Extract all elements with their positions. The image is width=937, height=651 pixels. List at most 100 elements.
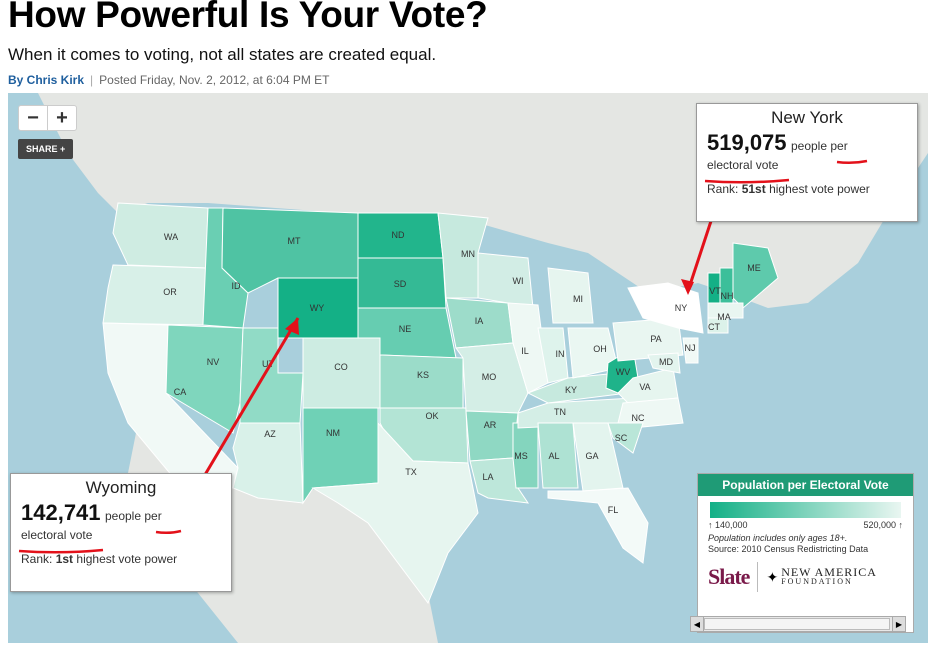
state-label-tx: TX xyxy=(405,467,417,477)
scroll-thumb[interactable] xyxy=(704,618,890,630)
tooltip-unit: people per xyxy=(790,139,848,153)
state-label-ar: AR xyxy=(484,420,497,430)
state-ma[interactable] xyxy=(707,302,744,319)
state-label-nv: NV xyxy=(207,357,220,367)
state-label-ms: MS xyxy=(514,451,528,461)
state-wa[interactable] xyxy=(112,202,209,269)
state-label-me: ME xyxy=(747,263,761,273)
tooltip-value: 519,075 xyxy=(707,130,787,155)
rank-label: Rank: xyxy=(707,182,739,196)
tooltip-state-name: Wyoming xyxy=(85,478,157,497)
state-label-ma: MA xyxy=(717,312,731,322)
author-link[interactable]: By Chris Kirk xyxy=(8,73,85,87)
map-container[interactable]: WA OR CA ID NV UT AZ MT WY CO NM ND SD NE KS OK TX MN IA MO… xyxy=(8,93,928,643)
zoom-controls: − + xyxy=(18,105,77,131)
state-label-nm: NM xyxy=(326,428,340,438)
state-label-al: AL xyxy=(548,451,559,461)
rank-text: highest vote power xyxy=(769,182,870,196)
slate-logo[interactable]: Slate xyxy=(708,564,750,589)
state-me[interactable] xyxy=(732,242,779,309)
legend-source: Source: 2010 Census Redistricting Data xyxy=(708,544,869,554)
state-fl[interactable] xyxy=(547,487,649,564)
arrowhead-new-york xyxy=(681,279,694,295)
state-wi[interactable] xyxy=(477,252,534,309)
state-label-mt: MT xyxy=(288,236,301,246)
state-ar[interactable] xyxy=(465,410,519,462)
zoom-in-button[interactable]: + xyxy=(47,106,76,130)
legend-panel: Population per Electoral Vote ↑ 140,000 … xyxy=(697,473,914,633)
state-label-fl: FL xyxy=(608,505,619,515)
state-label-ok: OK xyxy=(425,411,438,421)
state-nj[interactable] xyxy=(682,337,699,364)
byline: By Chris Kirk | Posted Friday, Nov. 2, 201… xyxy=(8,73,330,87)
state-label-wa: WA xyxy=(164,232,178,242)
state-label-ny: NY xyxy=(675,303,688,313)
state-label-wi: WI xyxy=(513,276,524,286)
subhead: When it comes to voting, not all states … xyxy=(8,45,437,64)
state-label-oh: OH xyxy=(593,344,607,354)
state-labels: WA OR CA ID NV UT AZ MT WY CO NM ND SD NE KS OK TX MN IA MO… xyxy=(163,230,761,515)
state-label-nc: NC xyxy=(632,413,645,423)
state-ny[interactable] xyxy=(627,282,704,334)
tooltip-value: 142,741 xyxy=(21,500,101,525)
state-az[interactable] xyxy=(232,422,304,504)
tooltip-rank: Rank: 51st highest vote power xyxy=(707,182,917,196)
rank-text: highest vote power xyxy=(76,552,178,566)
tooltip-state-name: New York xyxy=(771,108,843,127)
state-label-nj: NJ xyxy=(685,343,696,353)
partner-logos: Slate ✦ NEW AMERICA FOUNDATION xyxy=(708,562,905,592)
state-label-az: AZ xyxy=(264,429,276,439)
state-label-mn: MN xyxy=(461,249,475,259)
state-label-md: MD xyxy=(659,357,673,367)
tooltip-unit-2: electoral vote xyxy=(707,158,779,172)
state-ct[interactable] xyxy=(707,317,729,334)
state-ks[interactable] xyxy=(379,354,464,409)
legend-title: Population per Electoral Vote xyxy=(698,474,913,496)
state-label-in: IN xyxy=(556,349,565,359)
state-sc[interactable] xyxy=(607,422,644,454)
state-label-ct: CT xyxy=(708,322,720,332)
logo-divider xyxy=(757,562,759,592)
legend-color-scale xyxy=(710,502,901,518)
states-layer xyxy=(102,202,779,605)
tooltip-wyoming: Wyoming 142,741 people per electoral vot… xyxy=(10,473,232,592)
horizontal-scrollbar[interactable]: ◀ ▶ xyxy=(690,616,906,632)
state-il[interactable] xyxy=(507,302,549,394)
state-label-pa: PA xyxy=(650,334,661,344)
state-ut[interactable] xyxy=(239,327,304,424)
rank-label: Rank: xyxy=(21,552,53,566)
arrow-to-wyoming xyxy=(191,317,300,496)
state-label-mi: MI xyxy=(573,294,583,304)
scroll-left-arrow-icon[interactable]: ◀ xyxy=(691,617,704,631)
share-button[interactable]: SHARE + xyxy=(18,139,74,159)
naf-eagle-icon: ✦ xyxy=(766,568,779,585)
state-tx[interactable] xyxy=(311,421,479,605)
state-mi[interactable] xyxy=(547,267,594,324)
tooltip-new-york: New York 519,075 people per electoral vo… xyxy=(696,103,918,222)
legend-low: ↑ 140,000 xyxy=(708,520,748,530)
state-va[interactable] xyxy=(617,367,679,404)
posted-date: Posted Friday, Nov. 2, 2012, at 6:04 PM … xyxy=(99,73,330,87)
arrow-to-new-york xyxy=(686,214,715,292)
legend-high: 520,000 ↑ xyxy=(863,520,903,530)
state-nc[interactable] xyxy=(617,397,684,429)
scroll-right-arrow-icon[interactable]: ▶ xyxy=(892,617,905,631)
state-md[interactable] xyxy=(647,352,681,374)
zoom-out-button[interactable]: − xyxy=(27,106,39,129)
state-label-co: CO xyxy=(334,362,348,372)
tooltip-value-row: 142,741 people per xyxy=(21,500,231,526)
state-or[interactable] xyxy=(102,264,207,326)
state-label-or: OR xyxy=(163,287,177,297)
state-nv[interactable] xyxy=(165,324,244,434)
state-label-ks: KS xyxy=(417,370,429,380)
arrowhead-wyoming xyxy=(285,318,299,335)
state-label-nh: NH xyxy=(721,291,734,301)
state-co[interactable] xyxy=(302,337,381,409)
state-label-ne: NE xyxy=(399,324,412,334)
state-label-vt: VT xyxy=(709,286,721,296)
great-lakes xyxy=(488,248,678,321)
state-al[interactable] xyxy=(537,422,579,489)
tooltip-value-row: 519,075 people per xyxy=(707,130,917,156)
legend-note: Population includes only ages 18+. xyxy=(708,533,848,543)
new-america-logo[interactable]: NEW AMERICA FOUNDATION xyxy=(781,566,877,587)
